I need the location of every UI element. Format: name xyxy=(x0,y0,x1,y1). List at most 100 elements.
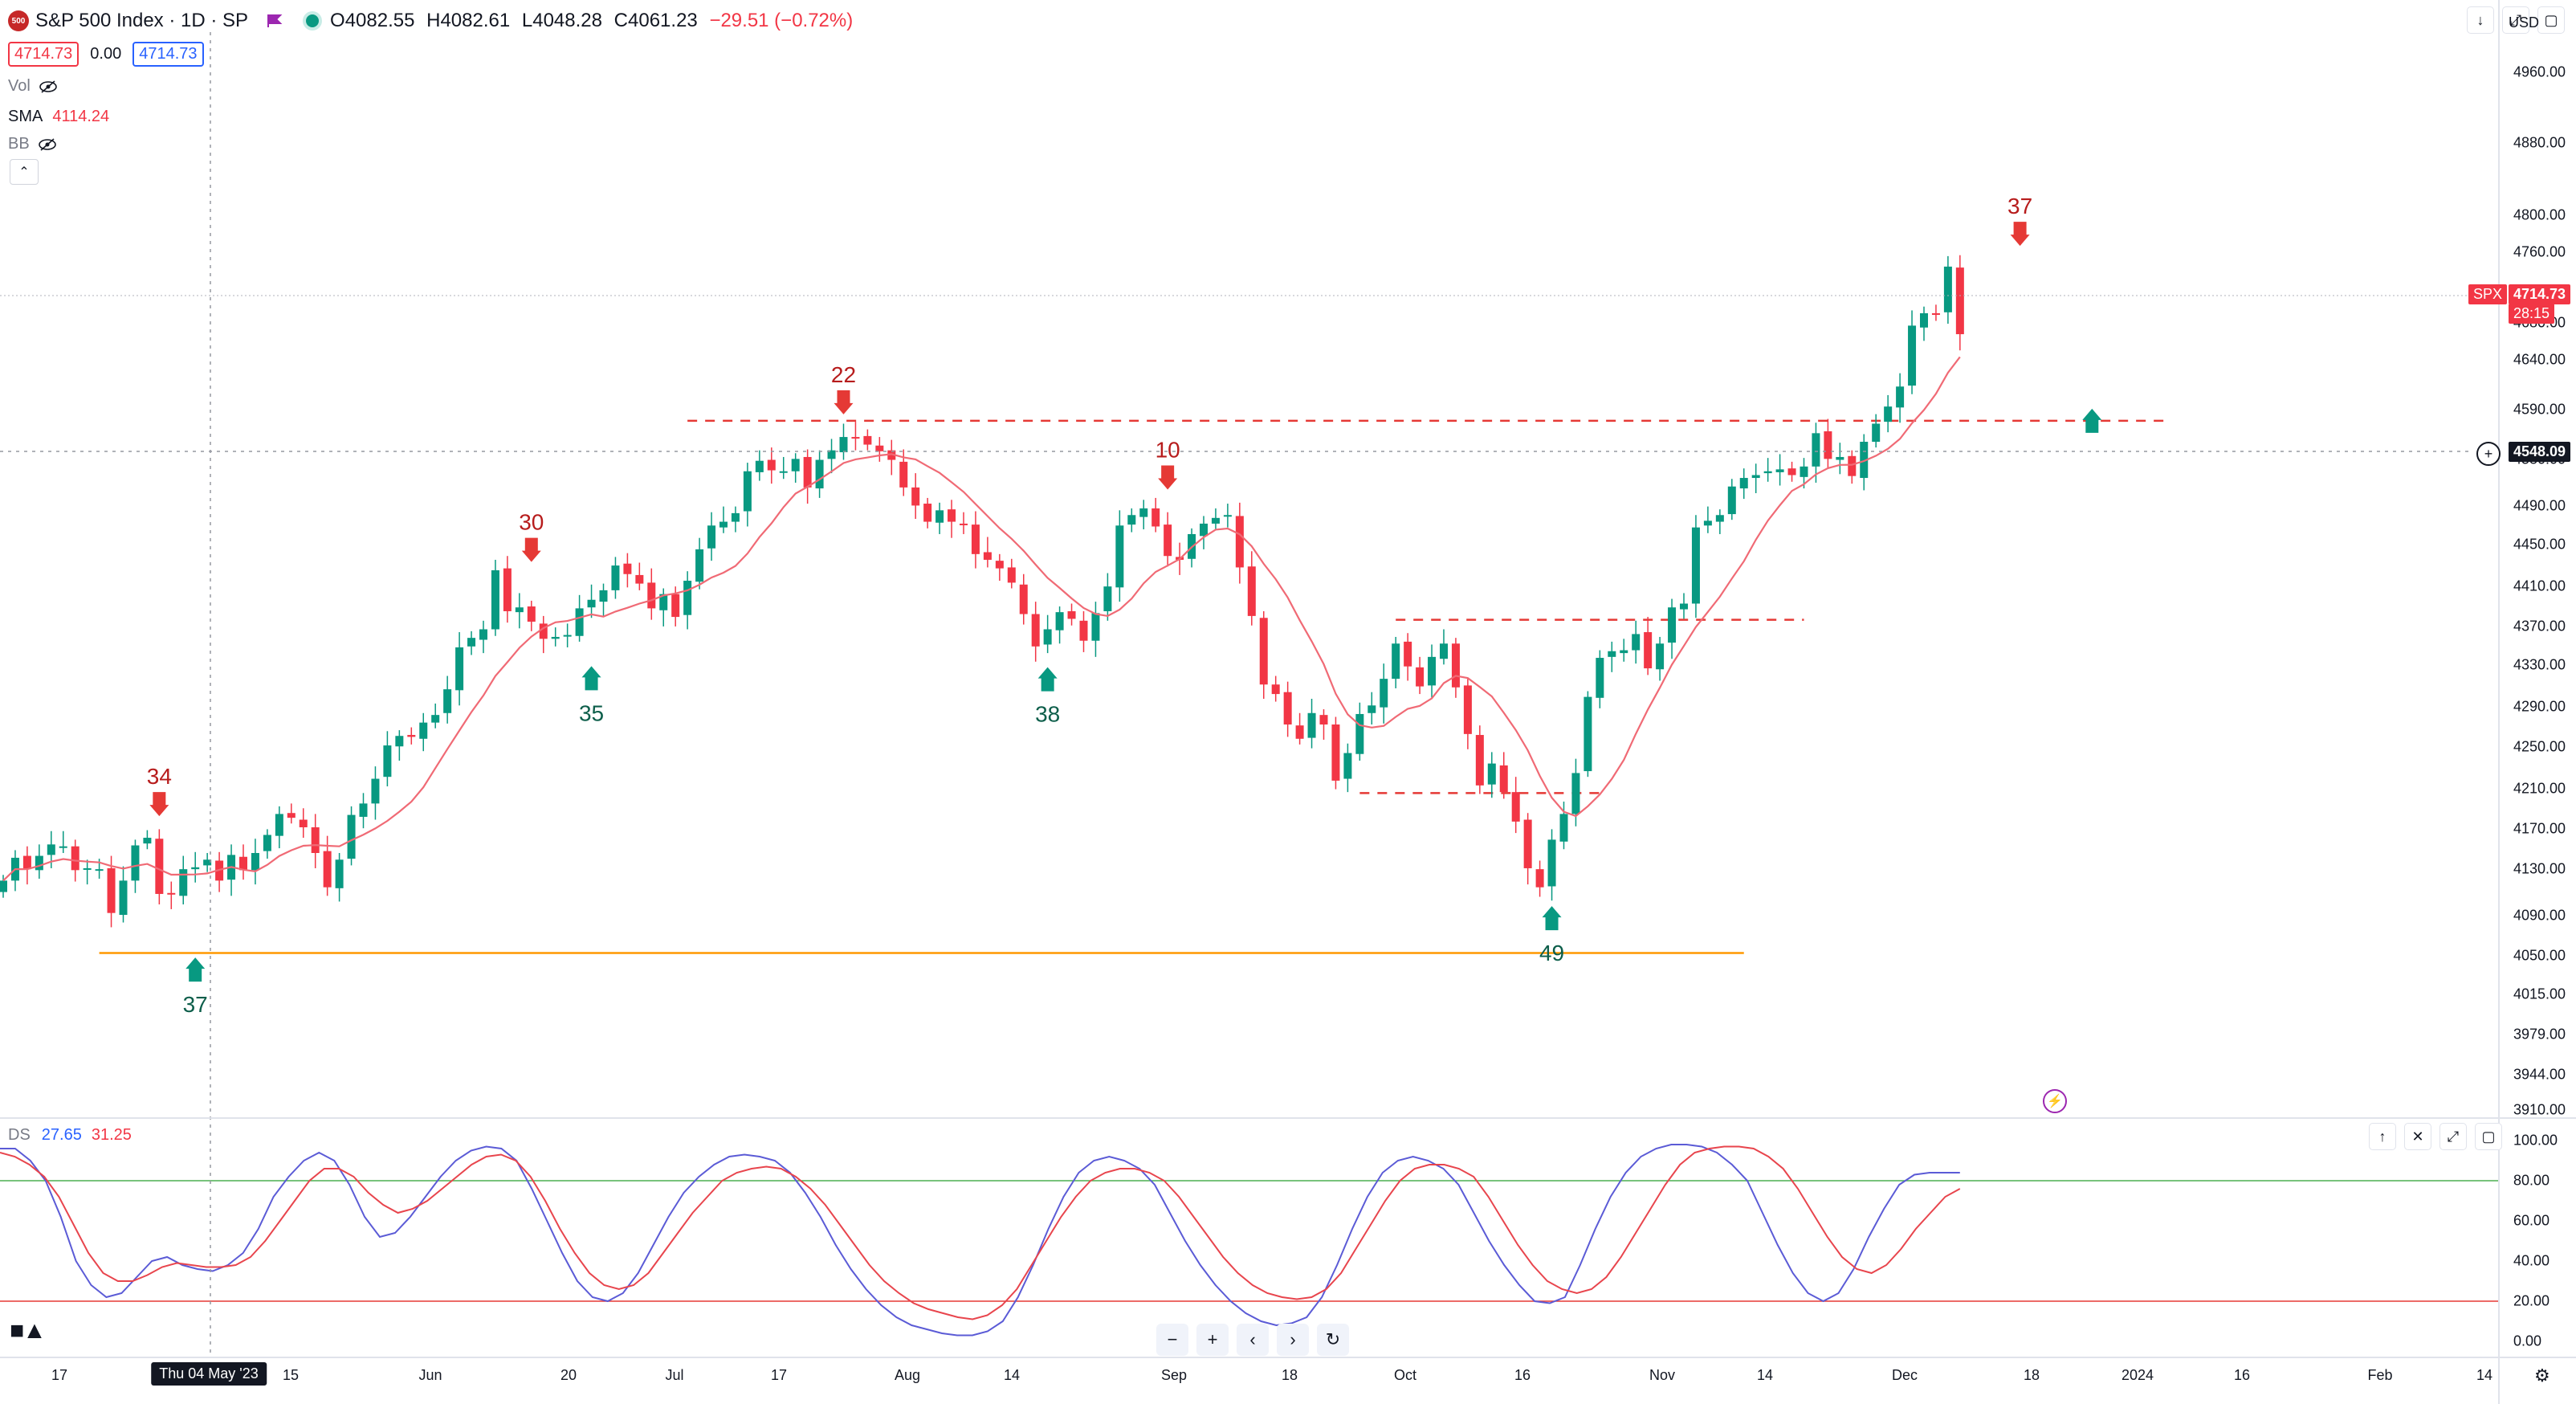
lightning-icon[interactable]: ⚡ xyxy=(2043,1089,2067,1113)
price-tick-label: 4050.00 xyxy=(2513,947,2566,964)
candle-up xyxy=(1127,508,1136,533)
candle-body xyxy=(71,846,79,871)
scroll-right-icon[interactable]: › xyxy=(1277,1324,1309,1356)
close-icon[interactable]: ✕ xyxy=(2404,1123,2431,1150)
candle-body xyxy=(960,523,968,525)
candle-down xyxy=(1235,502,1244,584)
candle-body xyxy=(47,844,55,855)
candle-body xyxy=(635,574,644,584)
time-tick-label: 17 xyxy=(770,1367,788,1383)
candle-body xyxy=(239,856,247,871)
candle-body xyxy=(1559,814,1568,842)
count-label: 37 xyxy=(2007,194,2032,218)
fullscreen-icon[interactable]: ▢ xyxy=(2475,1123,2502,1150)
maximize-icon[interactable]: ⤢ xyxy=(2439,1123,2467,1150)
sell-arrow-icon xyxy=(834,390,854,414)
candle-body xyxy=(287,813,296,818)
candle-up xyxy=(83,859,92,885)
candle-body xyxy=(587,599,596,608)
candle-body xyxy=(1235,516,1244,568)
eye-hidden-icon[interactable] xyxy=(38,137,57,151)
candle-up xyxy=(731,506,740,533)
candle-body xyxy=(1283,692,1292,724)
candle-up xyxy=(191,851,200,883)
candle-body xyxy=(275,814,283,836)
candle-down xyxy=(1416,656,1425,695)
candle-body xyxy=(323,851,332,888)
price-tick-label: 4015.00 xyxy=(2513,986,2566,1002)
candle-down xyxy=(960,512,968,534)
candle-down xyxy=(1523,813,1532,885)
candle-up xyxy=(1775,454,1784,486)
candle-up xyxy=(1920,306,1928,341)
buy-price-box[interactable]: 4714.73 xyxy=(132,42,204,67)
candle-down xyxy=(1848,450,1857,484)
candle-body xyxy=(719,521,728,528)
candle-up xyxy=(515,593,524,629)
candle-body xyxy=(1055,612,1064,631)
time-tick-label: 16 xyxy=(1514,1367,1531,1383)
flag-icon[interactable] xyxy=(266,13,283,29)
candle-body xyxy=(1860,442,1869,479)
candle-body xyxy=(335,859,344,888)
candle-body xyxy=(371,778,380,804)
price-tick-label: 3979.00 xyxy=(2513,1026,2566,1043)
download-icon[interactable]: ↓ xyxy=(2467,6,2494,34)
add-alert-icon[interactable]: + xyxy=(2476,442,2501,466)
chevron-up-icon: ⌃ xyxy=(18,165,30,179)
candle-down xyxy=(875,437,884,462)
candle-body xyxy=(1715,515,1724,522)
time-tick-label: 14 xyxy=(2476,1367,2493,1383)
candle-down xyxy=(1164,512,1172,567)
eye-hidden-icon[interactable] xyxy=(39,80,58,93)
arrow-up-icon[interactable]: ↑ xyxy=(2369,1123,2396,1150)
time-tick-label: Oct xyxy=(1393,1367,1417,1383)
reset-icon[interactable]: ↻ xyxy=(1317,1324,1349,1356)
candle-up xyxy=(491,559,499,636)
sma-line xyxy=(2,356,1961,882)
candle-up xyxy=(1139,500,1148,530)
candle-body xyxy=(815,459,824,489)
candle-body xyxy=(1475,735,1484,786)
price-tick-label: 4960.00 xyxy=(2513,63,2566,80)
candle-up xyxy=(443,675,452,724)
scroll-left-icon[interactable]: ‹ xyxy=(1237,1324,1269,1356)
symbol-title[interactable]: S&P 500 Index · 1D · SP xyxy=(35,10,249,31)
currency-label[interactable]: USD xyxy=(2509,14,2540,31)
ohlc-values: O4082.55 H4082.61 L4048.28 C4061.23 −29.… xyxy=(330,10,859,32)
candle-body xyxy=(395,736,404,747)
fullscreen-icon[interactable]: ▢ xyxy=(2537,6,2565,34)
zoom-out-icon[interactable]: − xyxy=(1156,1324,1188,1356)
logo-icon: 500 xyxy=(8,10,29,31)
candle-body xyxy=(827,450,836,459)
candle-body xyxy=(1955,267,1964,335)
ds-tick-label: 80.00 xyxy=(2513,1172,2550,1189)
candle-body xyxy=(1920,313,1928,328)
sell-price-box[interactable]: 4714.73 xyxy=(8,42,79,67)
candle-body xyxy=(491,570,499,630)
candle-down xyxy=(923,497,932,529)
maximize-icon[interactable]: ⤢ xyxy=(2502,6,2529,34)
candle-body xyxy=(743,471,752,512)
sma-indicator[interactable]: SMA 4114.24 xyxy=(8,108,109,126)
candle-up xyxy=(59,831,67,853)
collapse-legend-button[interactable]: ⌃ xyxy=(10,159,39,185)
vol-indicator[interactable]: Vol xyxy=(8,77,58,96)
settings-gear-icon[interactable]: ⚙ xyxy=(2534,1365,2550,1386)
candle-down xyxy=(1319,709,1328,740)
ds-legend[interactable]: DS 27.65 31.25 xyxy=(8,1126,132,1145)
candle-body xyxy=(83,867,92,870)
time-tick-label: 20 xyxy=(560,1367,577,1383)
close-value: C4061.23 xyxy=(613,10,698,31)
zoom-in-icon[interactable]: + xyxy=(1196,1324,1229,1356)
candle-up xyxy=(1115,510,1124,602)
candle-body xyxy=(1451,643,1460,688)
candle-body xyxy=(1355,713,1364,754)
candle-body xyxy=(563,635,572,637)
bb-indicator[interactable]: BB xyxy=(8,135,57,153)
candle-up xyxy=(1367,692,1376,724)
tradingview-logo-icon[interactable]: ■▲ xyxy=(10,1317,47,1344)
time-tick-label: 18 xyxy=(1281,1367,1298,1383)
candle-up xyxy=(371,766,380,820)
